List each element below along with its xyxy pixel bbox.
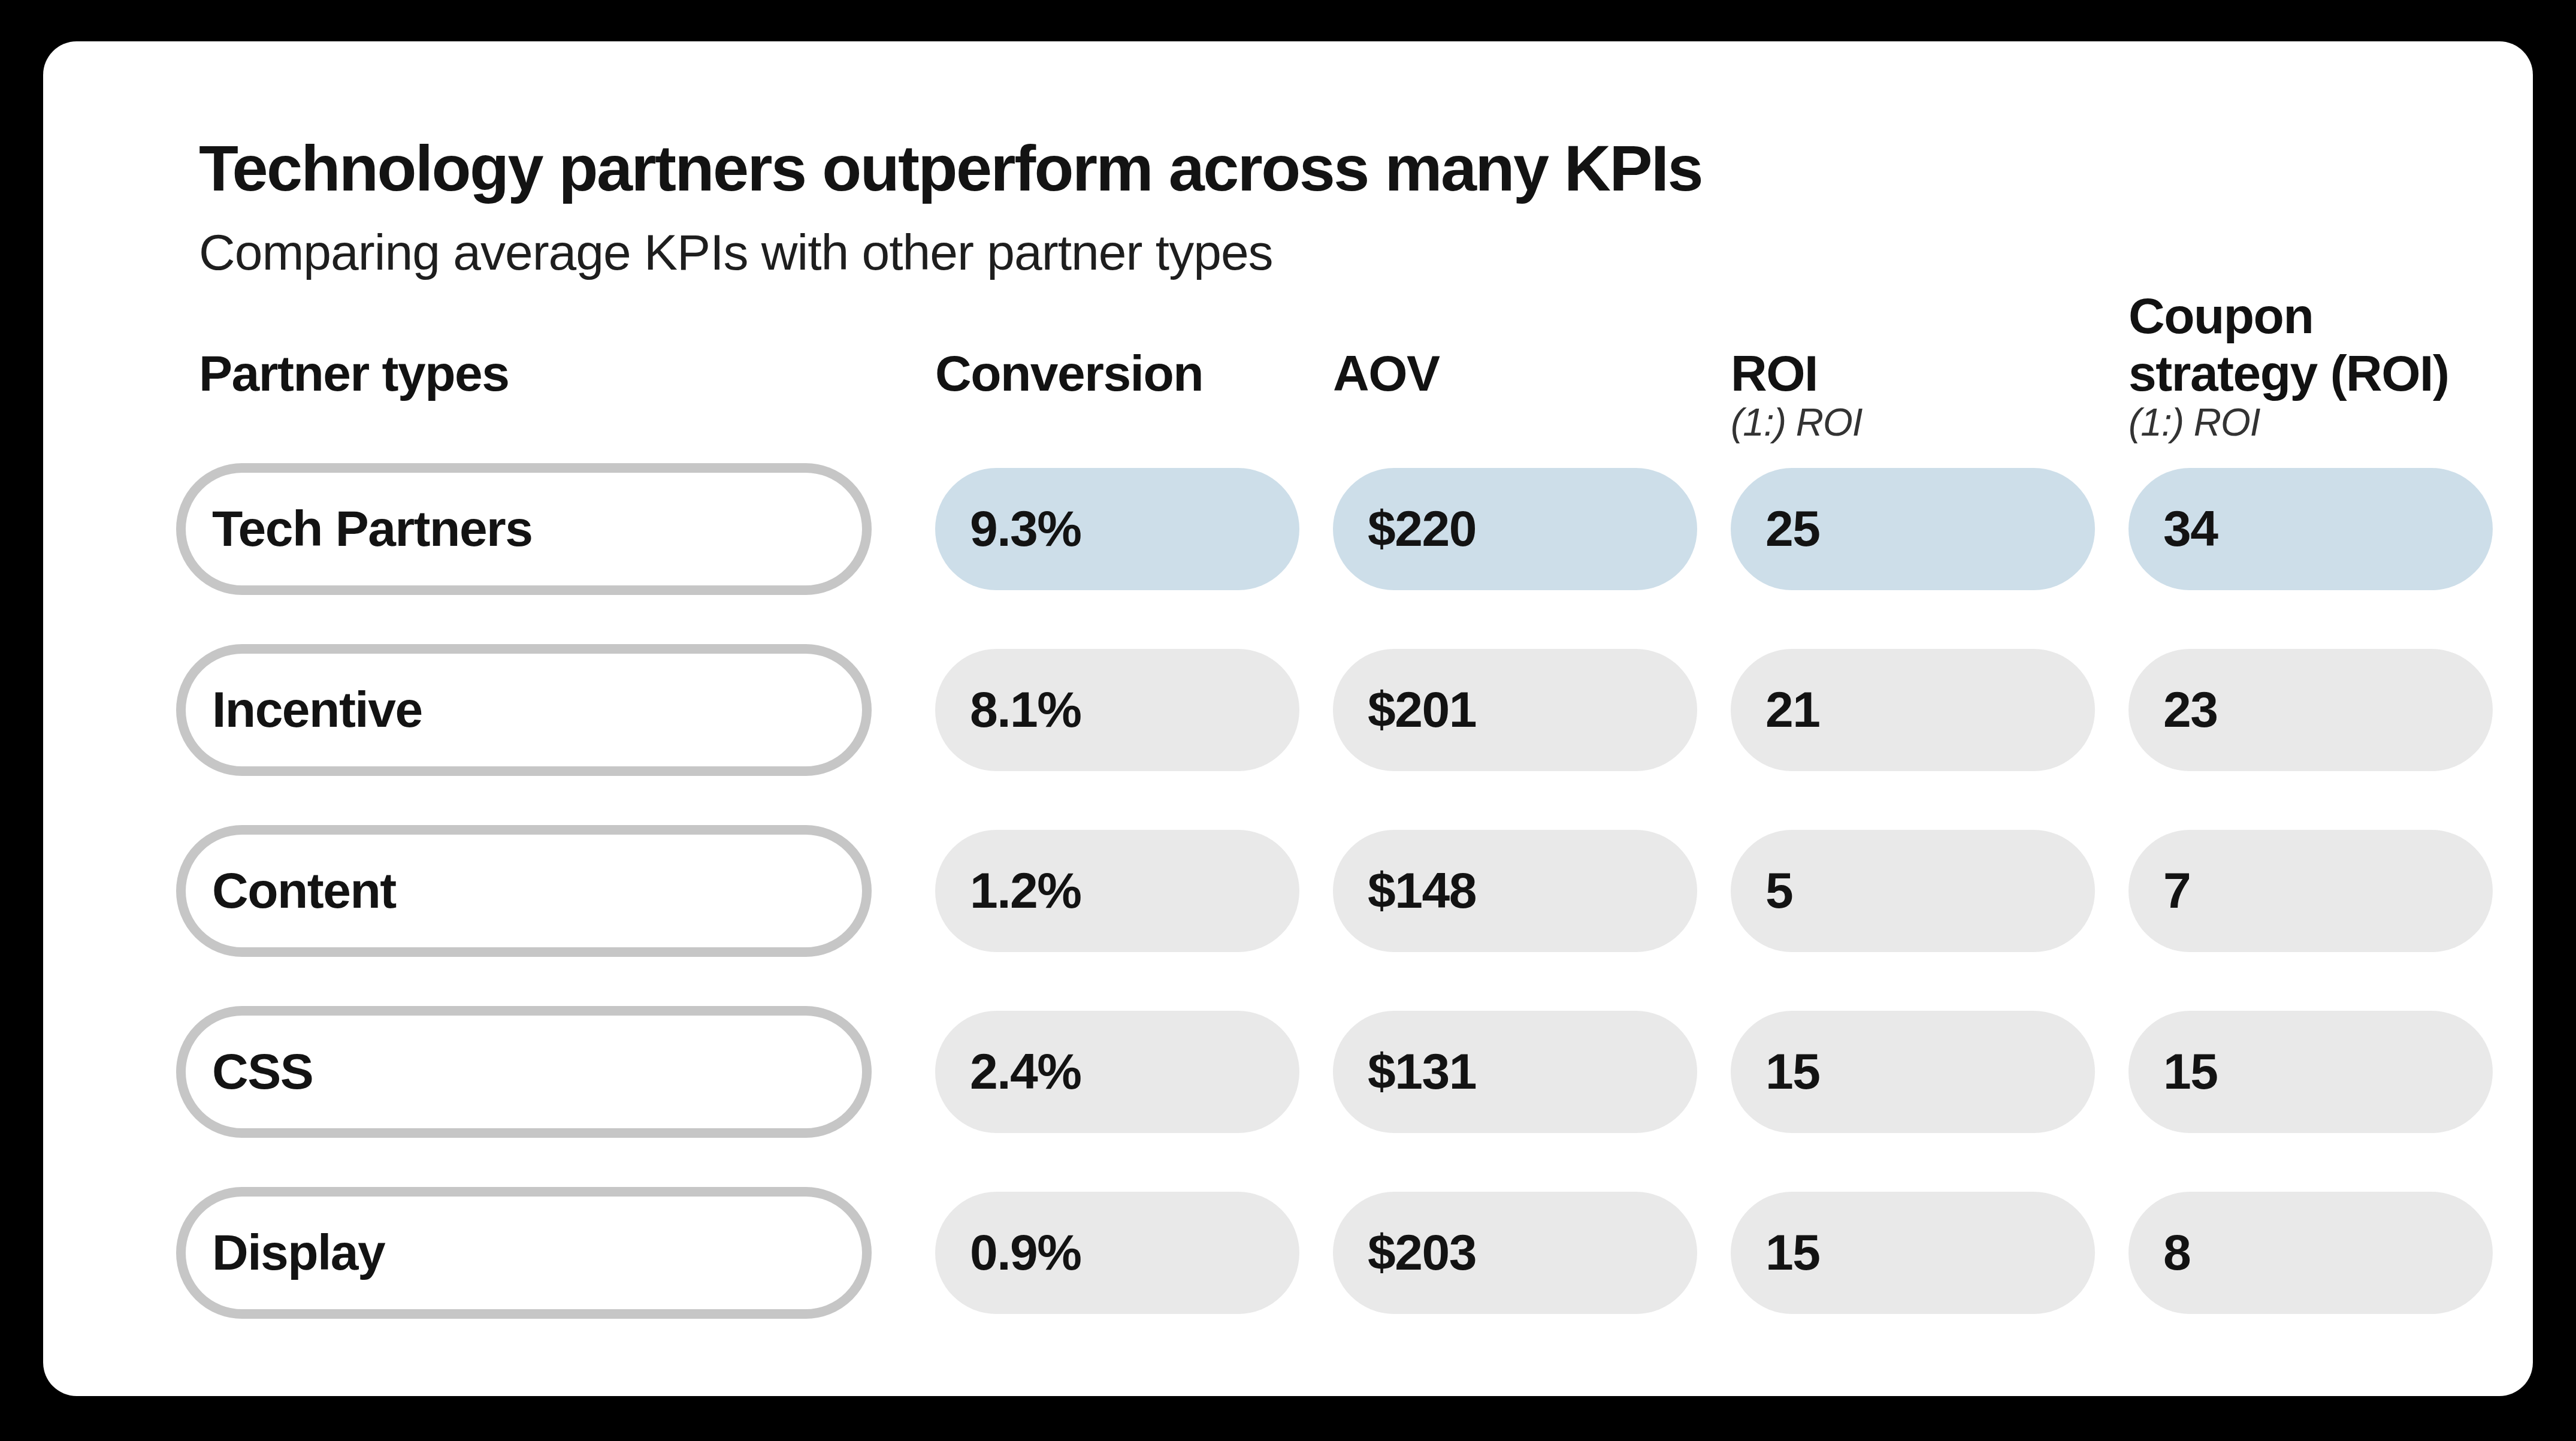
kpi-value: 2.4% [970, 1043, 1081, 1101]
roi-value-pill: 15 [1731, 1011, 2095, 1133]
roi-value-pill: 15 [1731, 1192, 2095, 1314]
partner-type-label: Display [212, 1224, 385, 1282]
kpi-value: 9.3% [970, 500, 1081, 558]
column-header-subtext: (1:) ROI [1731, 400, 1863, 445]
column-header-label: Partner types [199, 345, 509, 403]
partner-type-pill: CSS [176, 1006, 872, 1138]
coupon-strategy-value-pill: 15 [2128, 1011, 2493, 1133]
kpi-table-card: Technology partners outperform across ma… [43, 41, 2533, 1396]
column-header-partner-types: Partner types [176, 289, 902, 445]
roi-value-pill: 21 [1731, 649, 2095, 771]
aov-value-pill: $148 [1333, 830, 1697, 952]
partner-type-label: Incentive [212, 681, 422, 739]
column-header-label: AOV [1333, 345, 1440, 403]
kpi-value: 8 [2163, 1224, 2190, 1282]
aov-value-pill: $201 [1333, 649, 1697, 771]
page-title: Technology partners outperform across ma… [199, 131, 2533, 206]
column-header-conversion: Conversion [935, 289, 1299, 445]
column-header-label: Coupon strategy (ROI) [2128, 287, 2448, 403]
kpi-value: 5 [1765, 862, 1792, 920]
roi-value-pill: 25 [1731, 468, 2095, 590]
conversion-value-pill: 0.9% [935, 1192, 1299, 1314]
aov-value-pill: $220 [1333, 468, 1697, 590]
table-row-css: CSS 2.4% $131 15 15 [176, 1006, 2533, 1138]
partner-type-pill: Incentive [176, 644, 872, 776]
kpi-value: 0.9% [970, 1224, 1081, 1282]
table-row-tech-partners: Tech Partners 9.3% $220 25 34 [176, 463, 2533, 595]
conversion-value-pill: 2.4% [935, 1011, 1299, 1133]
partner-type-label: CSS [212, 1043, 313, 1101]
table-row-display: Display 0.9% $203 15 8 [176, 1187, 2533, 1319]
partner-type-pill: Content [176, 825, 872, 957]
kpi-value: $148 [1368, 862, 1476, 920]
column-header-roi: ROI (1:) ROI [1731, 289, 2095, 445]
column-header-coupon-strategy: Coupon strategy (ROI) (1:) ROI [2128, 289, 2493, 445]
kpi-value: 34 [2163, 500, 2217, 558]
partner-type-pill: Tech Partners [176, 463, 872, 595]
conversion-value-pill: 9.3% [935, 468, 1299, 590]
column-header-subtext: (1:) ROI [2128, 400, 2260, 445]
table-header-row: Partner types Conversion AOV ROI (1:) RO… [176, 289, 2533, 445]
kpi-value: 15 [1765, 1224, 1819, 1282]
page-background: Technology partners outperform across ma… [0, 0, 2576, 1441]
partner-type-label: Tech Partners [212, 500, 533, 558]
conversion-value-pill: 1.2% [935, 830, 1299, 952]
kpi-value: 25 [1765, 500, 1819, 558]
kpi-value: $131 [1368, 1043, 1476, 1101]
aov-value-pill: $203 [1333, 1192, 1697, 1314]
roi-value-pill: 5 [1731, 830, 2095, 952]
column-header-aov: AOV [1333, 289, 1697, 445]
table-row-incentive: Incentive 8.1% $201 21 23 [176, 644, 2533, 776]
page-subtitle: Comparing average KPIs with other partne… [199, 222, 2533, 283]
kpi-value: $201 [1368, 681, 1476, 739]
column-header-label: Conversion [935, 345, 1203, 403]
conversion-value-pill: 8.1% [935, 649, 1299, 771]
kpi-value: 1.2% [970, 862, 1081, 920]
partner-type-pill: Display [176, 1187, 872, 1319]
kpi-value: 15 [2163, 1043, 2217, 1101]
coupon-strategy-value-pill: 34 [2128, 468, 2493, 590]
kpi-value: 21 [1765, 681, 1819, 739]
kpi-value: 15 [1765, 1043, 1819, 1101]
kpi-value: 23 [2163, 681, 2217, 739]
coupon-strategy-value-pill: 23 [2128, 649, 2493, 771]
kpi-value: $203 [1368, 1224, 1476, 1282]
coupon-strategy-value-pill: 7 [2128, 830, 2493, 952]
column-header-label: ROI [1731, 345, 1818, 403]
kpi-value: 7 [2163, 862, 2190, 920]
partner-type-label: Content [212, 862, 396, 920]
table-row-content: Content 1.2% $148 5 7 [176, 825, 2533, 957]
aov-value-pill: $131 [1333, 1011, 1697, 1133]
kpi-value: $220 [1368, 500, 1476, 558]
kpi-value: 8.1% [970, 681, 1081, 739]
coupon-strategy-value-pill: 8 [2128, 1192, 2493, 1314]
